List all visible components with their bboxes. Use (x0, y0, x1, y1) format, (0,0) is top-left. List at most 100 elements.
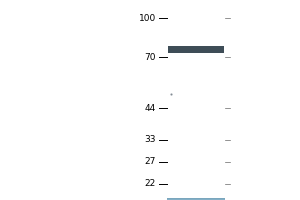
Bar (167, 198, 225, 199)
Bar (167, 198, 225, 199)
Bar (167, 198, 225, 199)
Text: 70: 70 (145, 53, 156, 62)
Bar (167, 198, 225, 200)
Bar (167, 198, 225, 199)
Bar (167, 198, 225, 200)
Bar (167, 198, 225, 200)
Bar (167, 198, 225, 200)
Bar (167, 198, 225, 199)
Bar (167, 198, 225, 199)
Bar (167, 199, 225, 200)
Bar (167, 198, 225, 200)
Bar (167, 198, 225, 200)
Bar (167, 198, 225, 199)
Bar (167, 198, 225, 200)
Bar (167, 198, 225, 200)
Bar (167, 198, 225, 200)
Bar (167, 198, 225, 199)
Bar (167, 198, 225, 200)
Bar (167, 198, 225, 199)
Bar (167, 198, 225, 200)
Bar (167, 198, 225, 199)
Bar (167, 198, 225, 200)
Bar (167, 198, 225, 199)
Bar (167, 198, 225, 199)
Bar (167, 198, 225, 199)
Bar (167, 198, 225, 200)
Bar (167, 198, 225, 199)
Bar (167, 198, 225, 199)
Bar (167, 198, 225, 200)
Bar (167, 198, 225, 200)
Bar (167, 198, 225, 200)
Bar (167, 198, 225, 200)
Bar (167, 198, 225, 199)
Bar (167, 198, 225, 200)
Bar (167, 198, 225, 200)
Bar (167, 198, 225, 200)
Bar (167, 199, 225, 200)
Bar (167, 198, 225, 200)
Bar (167, 198, 225, 200)
Bar (167, 198, 225, 199)
Bar (167, 198, 225, 199)
Bar (167, 198, 225, 199)
Bar (167, 198, 225, 200)
Bar (167, 198, 225, 199)
Bar (167, 198, 225, 200)
Bar (167, 198, 225, 200)
Bar (167, 198, 225, 199)
Bar (167, 198, 225, 200)
Bar (167, 198, 225, 200)
Bar (167, 198, 225, 200)
Bar (167, 198, 225, 199)
Bar (167, 198, 225, 199)
Bar (167, 198, 225, 199)
Bar (167, 198, 225, 200)
Bar (167, 198, 225, 200)
Bar (167, 198, 225, 200)
Bar (167, 198, 225, 200)
Bar (167, 198, 225, 200)
Bar (167, 198, 225, 199)
Bar (167, 198, 225, 199)
Bar (167, 198, 225, 199)
Bar (167, 199, 225, 200)
Bar (167, 198, 225, 200)
Bar (167, 198, 225, 200)
Bar (167, 199, 225, 200)
Bar (167, 198, 225, 199)
Bar (167, 198, 225, 199)
Bar (167, 198, 225, 199)
Bar (167, 198, 225, 199)
Bar (167, 199, 225, 200)
Bar (167, 199, 225, 200)
Bar (167, 198, 225, 199)
Bar (167, 198, 225, 199)
Bar (167, 198, 225, 199)
Bar (167, 198, 225, 199)
Bar (167, 198, 225, 200)
Bar (167, 198, 225, 199)
Bar (167, 198, 225, 199)
Bar (167, 198, 225, 200)
Bar (167, 198, 225, 199)
Bar (167, 198, 225, 199)
Bar (167, 198, 225, 199)
Bar (167, 198, 225, 199)
Bar (167, 198, 225, 200)
Bar (167, 198, 225, 199)
Bar (167, 198, 225, 200)
Bar (167, 198, 225, 199)
Bar (167, 198, 225, 199)
Bar (167, 198, 225, 199)
Text: 100: 100 (139, 14, 156, 23)
Bar (167, 198, 225, 200)
Bar (167, 198, 225, 200)
Bar (167, 198, 225, 199)
Bar (167, 198, 225, 200)
Bar (167, 198, 225, 200)
Bar (167, 198, 225, 200)
Bar (167, 198, 225, 199)
Bar (167, 198, 225, 200)
